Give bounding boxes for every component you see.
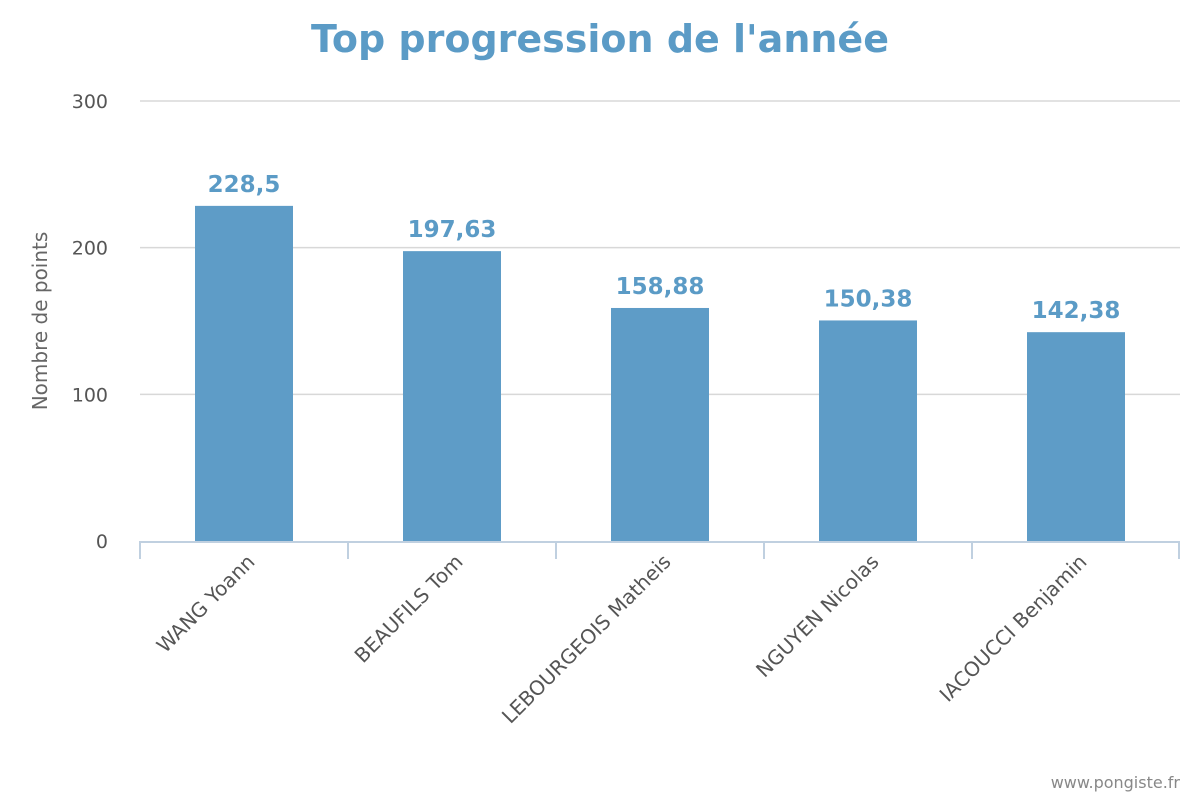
y-axis-label: Nombre de points <box>28 232 52 411</box>
bar[interactable] <box>195 205 293 541</box>
data-label: 197,63 <box>408 217 497 243</box>
x-tick-label: NGUYEN Nicolas <box>751 550 883 682</box>
bar[interactable] <box>403 251 501 541</box>
chart-title: Top progression de l'année <box>311 17 889 61</box>
y-tick-label: 100 <box>72 384 108 406</box>
credit-link[interactable]: www.pongiste.fr <box>1051 773 1181 792</box>
data-label: 158,88 <box>616 274 705 300</box>
y-tick-label: 0 <box>96 531 108 553</box>
bar[interactable] <box>819 320 917 541</box>
x-tick-label: IACOUCCI Benjamin <box>935 550 1092 707</box>
x-tick-label: BEAUFILS Tom <box>350 550 468 668</box>
bar[interactable] <box>1027 332 1125 541</box>
x-tick-label: WANG Yoann <box>152 550 260 658</box>
y-tick-label: 300 <box>72 91 108 113</box>
bar[interactable] <box>611 307 709 541</box>
data-label: 228,5 <box>208 172 281 198</box>
y-tick-label: 200 <box>72 238 108 260</box>
x-tick-label: LEBOURGEOIS Matheis <box>497 550 676 729</box>
data-label: 150,38 <box>824 286 913 312</box>
data-label: 142,38 <box>1032 298 1121 324</box>
